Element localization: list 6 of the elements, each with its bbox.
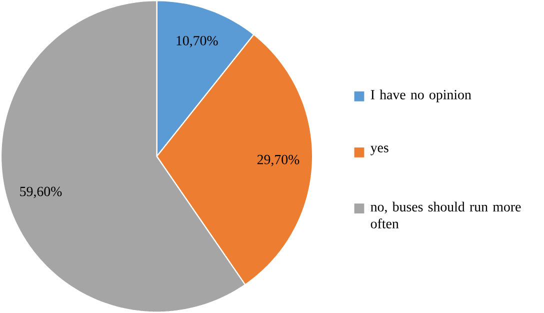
legend-label: I have no opinion: [370, 90, 472, 102]
data-label: 29,70%: [257, 155, 300, 166]
legend-label: no, buses should run more often: [370, 202, 521, 228]
legend-label: yes: [370, 146, 388, 156]
data-label: 10,70%: [176, 36, 218, 48]
data-label: 59,60%: [20, 186, 62, 198]
